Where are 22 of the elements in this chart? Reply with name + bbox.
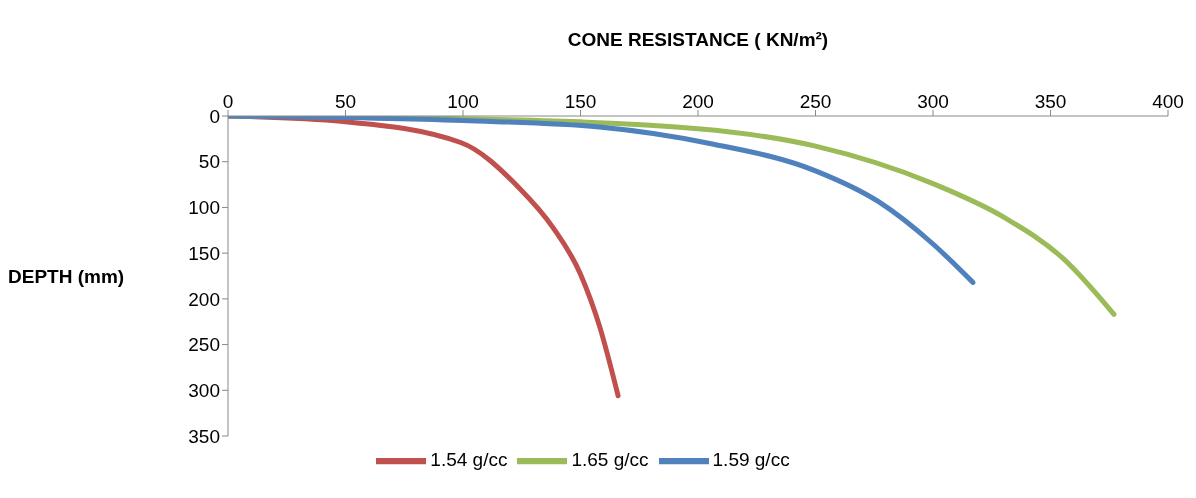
x-tick-label: 150	[564, 91, 597, 112]
y-tick-label: 150	[188, 242, 220, 264]
x-tick-label: 100	[447, 91, 479, 112]
legend-label: 1.54 g/cc	[430, 449, 508, 471]
y-tick-label: 200	[188, 288, 220, 310]
y-tick-label: 250	[188, 334, 220, 356]
y-axis-title: DEPTH (mm)	[8, 265, 125, 287]
y-tick-label: 50	[198, 151, 220, 173]
x-tick-label: 350	[1034, 91, 1067, 112]
y-tick-label: 300	[188, 380, 220, 402]
x-tick-label: 50	[334, 91, 357, 112]
x-tick-label: 300	[917, 91, 949, 112]
x-axis-title: CONE RESISTANCE ( KN/m²)	[567, 29, 829, 50]
legend-label: 1.59 g/cc	[712, 449, 790, 471]
y-tick-label: 100	[188, 197, 220, 219]
x-tick-label: 400	[1152, 91, 1184, 112]
legend-label: 1.65 g/cc	[571, 449, 649, 471]
x-tick-label: 200	[682, 91, 714, 112]
y-tick-label: 0	[209, 105, 220, 127]
x-tick-label: 0	[222, 91, 234, 112]
y-tick-label: 350	[188, 425, 220, 447]
x-tick-label: 250	[799, 91, 832, 112]
